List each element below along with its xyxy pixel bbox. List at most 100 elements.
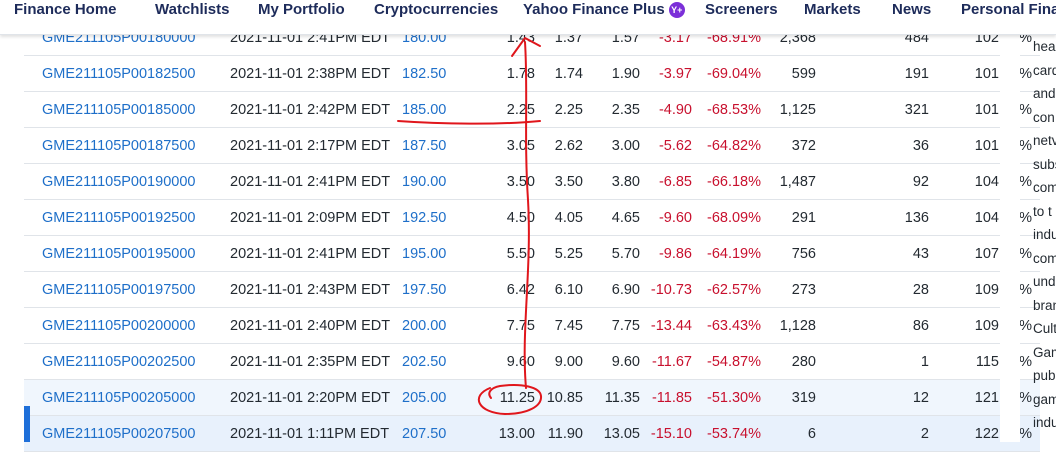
contract-name-link[interactable]: GME211105P00195000: [24, 235, 222, 272]
bid: 7.45: [535, 307, 583, 344]
ask: 6.90: [583, 271, 640, 308]
strike-link[interactable]: 187.50: [400, 127, 484, 164]
percent-change: -54.87%: [692, 343, 761, 380]
strike-link[interactable]: 185.00: [400, 91, 484, 128]
last-price: 5.50: [484, 235, 535, 272]
open-interest: 86: [816, 307, 929, 344]
volume: 280: [761, 343, 816, 380]
change: -6.85: [640, 163, 692, 200]
bid: 3.50: [535, 163, 583, 200]
volume: 372: [761, 127, 816, 164]
open-interest: 28: [816, 271, 929, 308]
strike-link[interactable]: 205.00: [400, 379, 484, 416]
nav-yahoo-finance-plus[interactable]: Yahoo Finance Plus Y+: [523, 1, 685, 34]
bid: 10.85: [535, 379, 583, 416]
open-interest: 136: [816, 199, 929, 236]
article-line: subs: [1033, 156, 1056, 172]
percent-change: -63.43%: [692, 307, 761, 344]
yahoo-plus-badge-icon: Y+: [668, 2, 685, 18]
row-spacer: [1032, 20, 1040, 56]
last-price: 13.00: [484, 415, 535, 452]
strike-link[interactable]: 200.00: [400, 307, 484, 344]
article-line: pub: [1033, 368, 1056, 383]
article-line: to t: [1033, 203, 1052, 219]
contract-name-link[interactable]: GME211105P00202500: [24, 343, 222, 380]
volume: 599: [761, 55, 816, 92]
contract-name-link[interactable]: GME211105P00197500: [24, 271, 222, 308]
article-line: indu: [1033, 415, 1056, 430]
put-options-table: GME211105P00180000 2021-11-01 2:41PM EDT 1…: [24, 20, 1040, 452]
article-line: hea: [1033, 39, 1056, 54]
last-trade-date: 2021-11-01 2:41PM EDT: [222, 235, 400, 272]
nav-my-portfolio[interactable]: My Portfolio: [258, 1, 345, 18]
ask: 1.90: [583, 55, 640, 92]
change: -5.62: [640, 127, 692, 164]
nav-screeners[interactable]: Screeners: [705, 1, 778, 18]
strike-link[interactable]: 195.00: [400, 235, 484, 272]
article-line: Cult: [1033, 321, 1056, 336]
option-row: GME211105P00185000 2021-11-01 2:42PM EDT 1…: [24, 91, 1040, 128]
contract-name-link[interactable]: GME211105P00182500: [24, 55, 222, 92]
open-interest: 92: [816, 163, 929, 200]
change: -11.67: [640, 343, 692, 380]
last-trade-date: 2021-11-01 2:41PM EDT: [222, 163, 400, 200]
row-spacer: [1032, 55, 1040, 92]
article-text-column: hea card and con netv subs com to t indu com und br…: [1033, 34, 1056, 442]
open-interest: 2: [816, 415, 929, 452]
option-row: GME211105P00207500 2021-11-01 1:11PM EDT 2…: [24, 415, 1040, 452]
change: -9.86: [640, 235, 692, 272]
nav-news[interactable]: News: [892, 1, 932, 18]
row-spacer: [1032, 307, 1040, 344]
row-spacer: [1032, 271, 1040, 308]
volume: 1,125: [761, 91, 816, 128]
percent-change: -53.74%: [692, 415, 761, 452]
article-line: and: [1033, 86, 1056, 101]
change: -11.85: [640, 379, 692, 416]
percent-change: -66.18%: [692, 163, 761, 200]
contract-name-link[interactable]: GME211105P00200000: [24, 307, 222, 344]
contract-name-link[interactable]: GME211105P00192500: [24, 199, 222, 236]
ask: 9.60: [583, 343, 640, 380]
contract-name-link[interactable]: GME211105P00207500: [24, 415, 222, 452]
strike-link[interactable]: 192.50: [400, 199, 484, 236]
ask: 2.35: [583, 91, 640, 128]
strike-link[interactable]: 197.50: [400, 271, 484, 308]
contract-name-link[interactable]: GME211105P00187500: [24, 127, 222, 164]
contract-name-link[interactable]: GME211105P00205000: [24, 379, 222, 416]
percent-change: -68.53%: [692, 91, 761, 128]
contract-name-link[interactable]: GME211105P00190000: [24, 163, 222, 200]
last-trade-date: 2021-11-01 2:43PM EDT: [222, 271, 400, 308]
nav-personal-finance[interactable]: Personal Finan: [961, 1, 1056, 18]
contract-name-link[interactable]: GME211105P00185000: [24, 91, 222, 128]
strike-link[interactable]: 207.50: [400, 415, 484, 452]
strike-link[interactable]: 190.00: [400, 163, 484, 200]
nav-watchlists[interactable]: Watchlists: [155, 1, 230, 18]
nav-markets[interactable]: Markets: [804, 1, 861, 18]
page-gutter: [1000, 34, 1020, 442]
row-spacer: [1032, 235, 1040, 272]
nav-finance-home[interactable]: Finance Home: [14, 1, 117, 18]
row-spacer: [1032, 199, 1040, 236]
last-price: 9.60: [484, 343, 535, 380]
open-interest: 321: [816, 91, 929, 128]
volume: 6: [761, 415, 816, 452]
nav-yahoo-finance-plus-label: Yahoo Finance Plus: [523, 1, 665, 18]
change: -9.60: [640, 199, 692, 236]
bid: 11.90: [535, 415, 583, 452]
strike-link[interactable]: 202.50: [400, 343, 484, 380]
option-row: GME211105P00200000 2021-11-01 2:40PM EDT 2…: [24, 307, 1040, 344]
ask: 7.75: [583, 307, 640, 344]
last-trade-date: 2021-11-01 2:17PM EDT: [222, 127, 400, 164]
article-line: con: [1033, 109, 1055, 125]
ask: 11.35: [583, 379, 640, 416]
last-price: 3.05: [484, 127, 535, 164]
strike-link[interactable]: 182.50: [400, 55, 484, 92]
ask: 5.70: [583, 235, 640, 272]
last-trade-date: 2021-11-01 2:42PM EDT: [222, 91, 400, 128]
volume: 319: [761, 379, 816, 416]
change: -4.90: [640, 91, 692, 128]
article-line: com: [1033, 180, 1056, 195]
article-line: netv: [1033, 133, 1056, 148]
nav-cryptocurrencies[interactable]: Cryptocurrencies: [374, 1, 499, 18]
bid: 1.74: [535, 55, 583, 92]
